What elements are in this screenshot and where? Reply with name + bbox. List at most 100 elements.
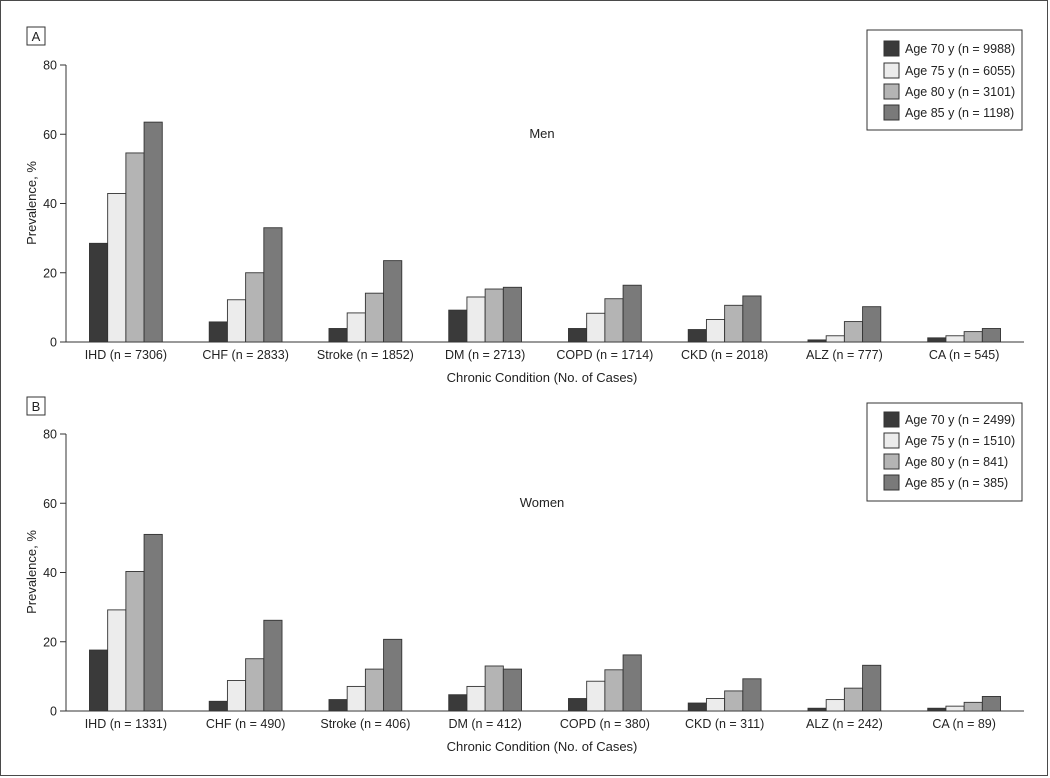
bar-ca-age-80 [963,331,983,343]
bar-copd-age-85 [622,654,642,712]
bar-dm-age-75 [466,296,486,343]
bar-ihd-age-80 [125,571,145,712]
bar-ckd-age-80 [724,304,744,343]
chart-b-legend-swatch-75 [883,432,900,449]
chart-a-legend-swatch-75 [883,62,900,79]
bar-stroke-age-70 [328,328,348,343]
chart-b-legend: Age 70 y (n = 2499) Age 75 y (n = 1510) … [866,402,1023,502]
bar-stroke-age-75 [346,312,366,343]
chart-a-ytick-label: 0 [50,336,57,350]
chart-b-legend-label-85: Age 85 y (n = 385) [905,476,1008,490]
bar-dm-age-85 [502,668,522,712]
chart-b-title: Women [520,495,565,510]
chart-b-category-label: DM (n = 412) [448,717,521,731]
bar-ckd-age-70 [687,329,707,343]
chart-b-category-label: IHD (n = 1331) [85,717,167,731]
chart-a-category-label: ALZ (n = 777) [806,348,883,362]
bar-chf-age-80 [245,272,265,343]
panel-a-label: A [32,29,41,44]
bar-copd-age-75 [586,680,606,712]
panel-a: A Men Prevalence, % Chronic Condition (N… [24,26,1024,385]
chart-b-category-label: CHF (n = 490) [206,717,286,731]
bar-dm-age-70 [448,309,468,343]
chart-a-category-label: CA (n = 545) [929,348,1000,362]
chart-a-title: Men [529,126,554,141]
chart-a-legend: Age 70 y (n = 9988) Age 75 y (n = 6055) … [866,29,1023,131]
bar-dm-age-85 [502,286,522,343]
bar-ca-age-85 [981,328,1001,343]
bar-alz-age-75 [825,335,845,343]
chart-b-bars [89,533,1001,712]
chart-a-legend-swatch-80 [883,83,900,100]
bar-stroke-age-80 [364,668,385,712]
chart-b-legend-label-80: Age 80 y (n = 841) [905,455,1008,469]
bar-ckd-age-85 [742,678,762,712]
bar-ckd-age-75 [705,319,726,343]
chart-a-ytick-label: 80 [43,59,57,73]
chart-b-category-label: CKD (n = 311) [685,717,764,731]
bar-ca-age-70 [927,707,947,712]
bar-alz-age-85 [862,306,882,343]
chart-b-category-label: COPD (n = 380) [560,717,650,731]
chart-a-legend-label-80: Age 80 y (n = 3101) [905,85,1015,99]
bar-stroke-age-85 [383,260,403,343]
bar-ihd-age-75 [107,193,127,343]
bar-chf-age-70 [208,700,228,712]
bar-chf-age-75 [226,299,247,343]
bar-ihd-age-85 [143,533,163,712]
bar-ca-age-70 [927,337,947,343]
bar-ihd-age-70 [89,649,109,712]
bar-dm-age-75 [466,685,486,712]
bar-copd-age-75 [586,312,606,343]
chart-a-bars [89,121,1001,343]
bar-ihd-age-85 [143,121,163,343]
chart-b-ytick-label: 20 [43,635,57,649]
panel-b-label-box [26,396,46,416]
bar-dm-age-80 [484,665,504,712]
bar-alz-age-80 [843,687,864,712]
chart-a-ytick-label: 20 [43,266,57,280]
chart-b-ytick-label: 80 [43,428,57,442]
bar-ca-age-75 [945,335,965,343]
chart-a-category-label: COPD (n = 1714) [556,348,653,362]
chart-a-legend-label-85: Age 85 y (n = 1198) [905,106,1014,120]
bar-chf-age-80 [245,658,265,712]
chart-b-legend-swatch-70 [883,411,900,428]
chart-b-legend-swatch-80 [883,453,900,470]
chart-a-legend-label-70: Age 70 y (n = 9988) [905,42,1015,56]
bar-chf-age-75 [226,680,247,712]
chart-b-legend-label-75: Age 75 y (n = 1510) [905,434,1015,448]
chart-a-ytick-label: 40 [43,197,57,211]
bar-alz-age-85 [862,664,882,712]
bar-stroke-age-70 [328,699,348,712]
bar-ckd-age-85 [742,295,762,343]
bar-chf-age-85 [263,619,283,712]
chart-a-category-label: IHD (n = 7306) [85,348,167,362]
bar-stroke-age-85 [383,638,403,712]
bar-ihd-age-70 [89,242,109,343]
bar-stroke-age-75 [346,685,366,712]
chart-a-legend-swatch-85 [883,104,900,121]
bar-ca-age-75 [945,705,965,712]
chart-a-category-label: CHF (n = 2833) [202,348,289,362]
panel-b: B Women Prevalence, % Chronic Condition … [24,396,1024,754]
chart-a-legend-label-75: Age 75 y (n = 6055) [905,64,1015,78]
bar-alz-age-70 [807,339,827,343]
bar-alz-age-80 [843,321,864,343]
bar-copd-age-70 [568,328,588,343]
chart-b-ylabel: Prevalence, % [24,530,39,614]
bar-ihd-age-80 [125,152,145,343]
bar-ckd-age-70 [687,702,707,712]
bar-copd-age-85 [622,284,642,343]
bar-copd-age-80 [604,669,624,712]
chart-a-category-label: DM (n = 2713) [445,348,525,362]
bar-alz-age-75 [825,699,845,712]
chart-b-legend-label-70: Age 70 y (n = 2499) [905,413,1015,427]
bar-chf-age-85 [263,227,283,343]
chart-a-ytick-label: 60 [43,128,57,142]
bar-dm-age-70 [448,694,468,712]
bar-alz-age-70 [807,707,827,712]
chart-b-ytick-label: 60 [43,497,57,511]
